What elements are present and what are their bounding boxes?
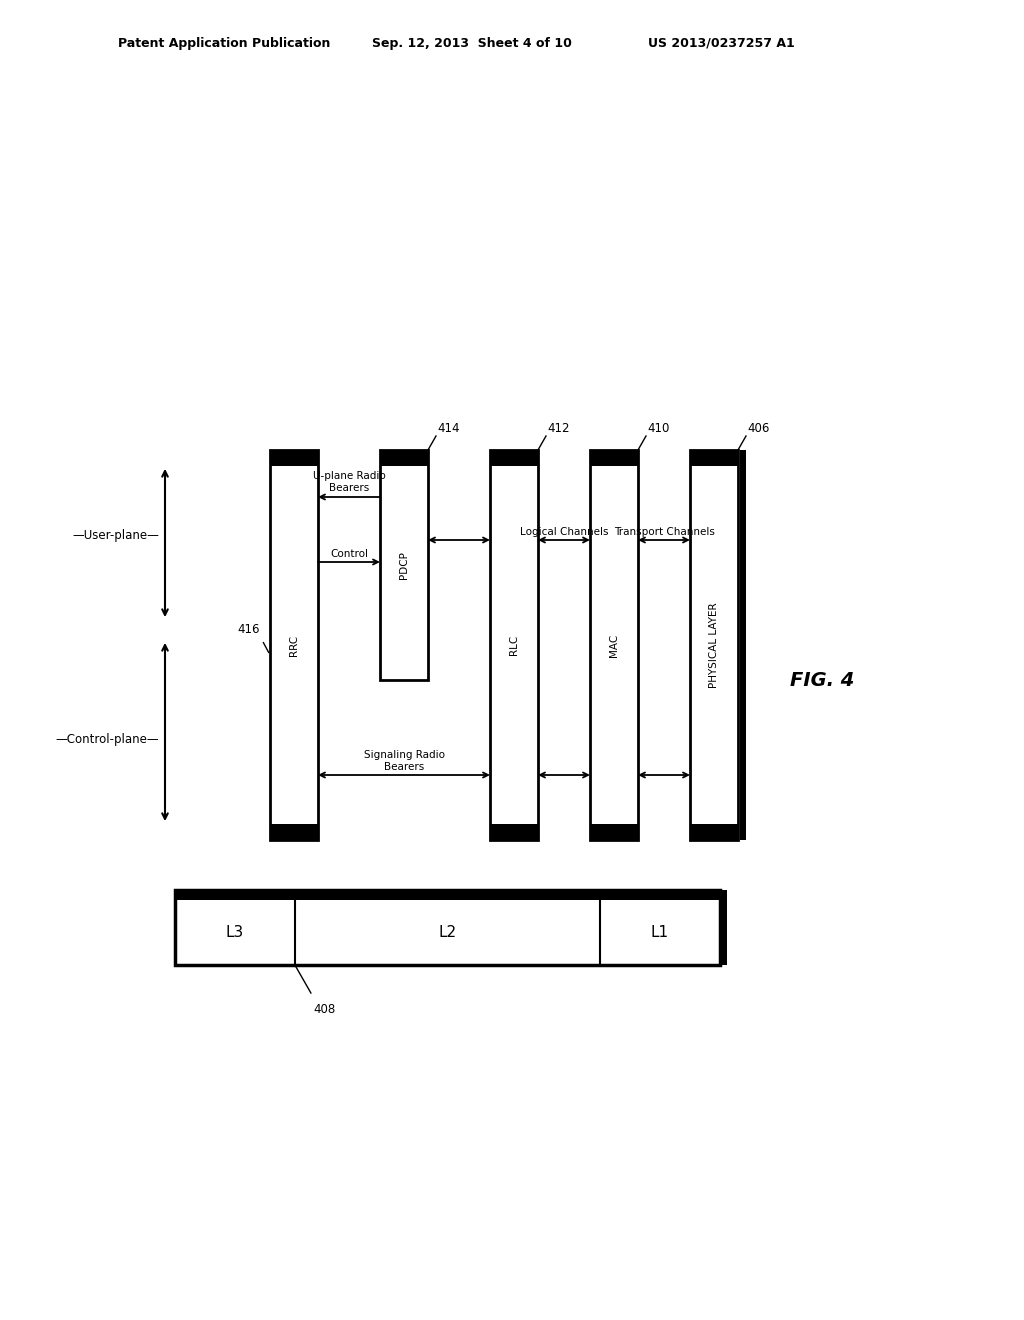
- Bar: [590, 450, 638, 840]
- Text: L3: L3: [226, 925, 244, 940]
- Bar: [721, 890, 727, 965]
- Text: Sep. 12, 2013  Sheet 4 of 10: Sep. 12, 2013 Sheet 4 of 10: [372, 37, 571, 50]
- Text: L2: L2: [438, 925, 457, 940]
- Bar: [270, 824, 318, 840]
- Bar: [175, 890, 720, 965]
- Text: US 2013/0237257 A1: US 2013/0237257 A1: [648, 37, 795, 50]
- Text: Control: Control: [330, 549, 368, 558]
- Bar: [490, 824, 538, 840]
- Bar: [380, 450, 428, 466]
- Text: Logical Channels: Logical Channels: [520, 527, 608, 537]
- Text: Signaling Radio
Bearers: Signaling Radio Bearers: [364, 750, 444, 772]
- Text: FIG. 4: FIG. 4: [790, 671, 854, 689]
- Text: PDCP: PDCP: [399, 550, 409, 579]
- Text: RRC: RRC: [289, 635, 299, 656]
- Text: RLC: RLC: [509, 635, 519, 655]
- Bar: [690, 450, 738, 466]
- Text: 414: 414: [437, 422, 460, 436]
- Text: U-plane Radio
Bearers: U-plane Radio Bearers: [312, 471, 385, 492]
- Bar: [270, 450, 318, 840]
- Text: 412: 412: [547, 422, 569, 436]
- Text: 410: 410: [647, 422, 670, 436]
- Bar: [690, 450, 738, 840]
- Text: Patent Application Publication: Patent Application Publication: [118, 37, 331, 50]
- Bar: [270, 450, 318, 466]
- Text: —User-plane—: —User-plane—: [72, 528, 159, 541]
- Bar: [490, 450, 538, 466]
- Bar: [590, 450, 638, 466]
- Text: 408: 408: [313, 1003, 335, 1016]
- Text: MAC: MAC: [609, 634, 618, 656]
- Bar: [590, 824, 638, 840]
- Bar: [690, 824, 738, 840]
- Bar: [490, 450, 538, 840]
- Bar: [175, 890, 720, 900]
- Bar: [380, 450, 428, 680]
- Bar: [740, 450, 746, 840]
- Text: 406: 406: [746, 422, 769, 436]
- Text: —Control-plane—: —Control-plane—: [55, 734, 159, 747]
- Text: Transport Channels: Transport Channels: [613, 527, 715, 537]
- Text: 416: 416: [238, 623, 260, 636]
- Text: PHYSICAL LAYER: PHYSICAL LAYER: [709, 602, 719, 688]
- Text: L1: L1: [651, 925, 669, 940]
